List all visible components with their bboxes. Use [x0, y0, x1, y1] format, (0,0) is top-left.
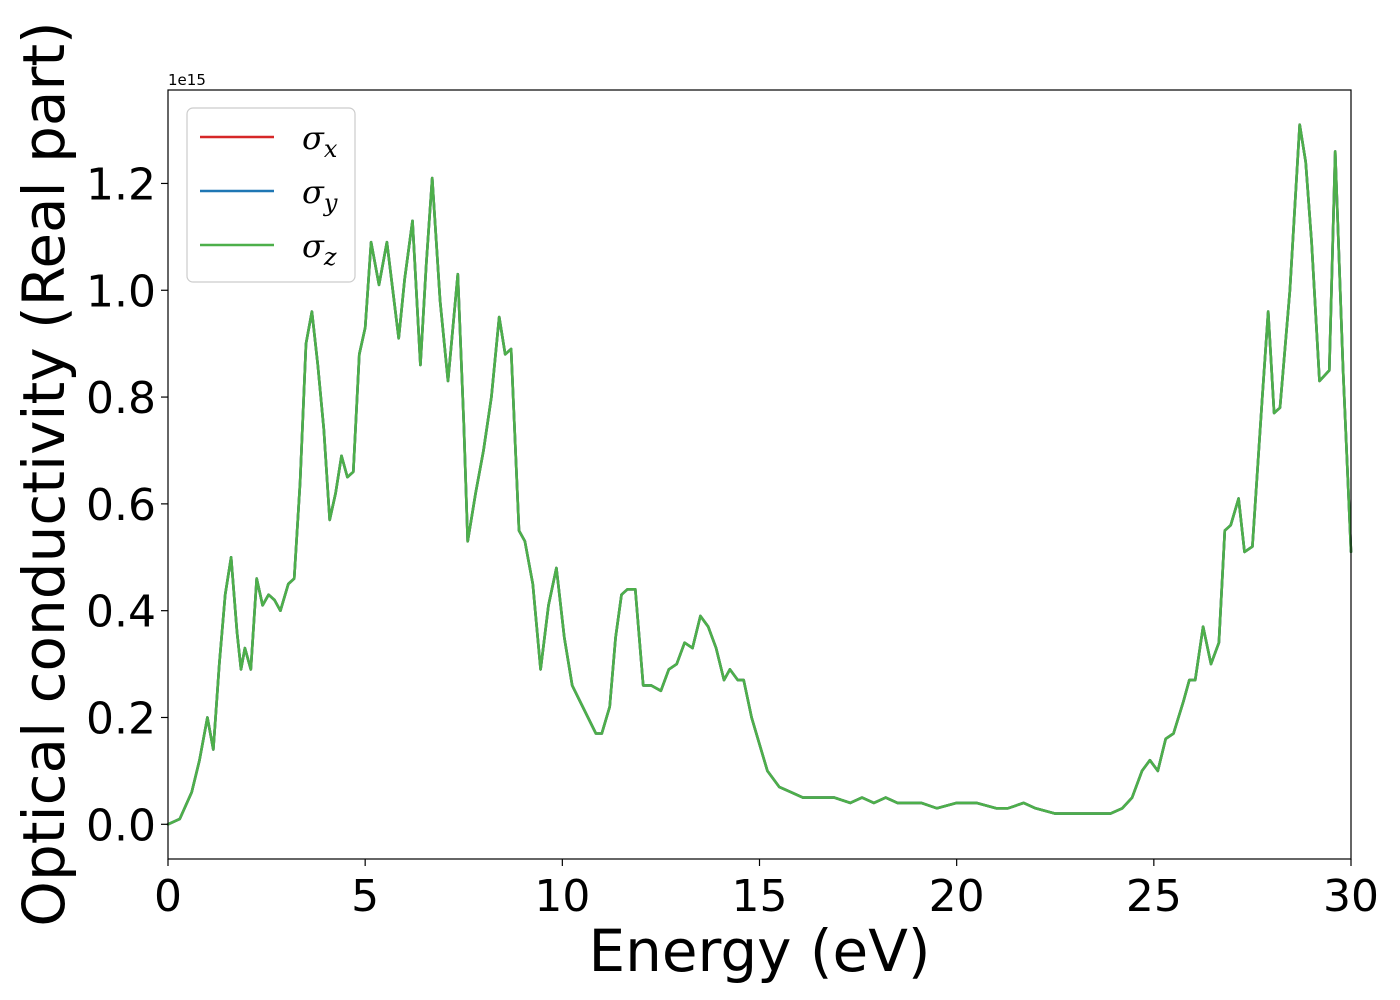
y-offset-label: 1e15 [168, 71, 206, 89]
y-tick-label: 0.8 [86, 373, 156, 424]
y-tick-label: 1.2 [86, 159, 156, 210]
y-tick-label: 1.0 [86, 266, 156, 317]
series-line-z [166, 123, 1353, 826]
x-tick-label: 20 [929, 871, 985, 922]
x-tick-label: 0 [154, 871, 182, 922]
series-lines [166, 123, 1353, 826]
legend: σx σy σz [186, 107, 356, 283]
legend-label-x: σx [302, 119, 338, 163]
y-tick-label: 0.2 [86, 693, 156, 744]
y-tick-label: 0.6 [86, 480, 156, 531]
legend-label-z: σz [302, 227, 337, 271]
legend-box [186, 107, 356, 283]
y-tick-label: 0.0 [86, 800, 156, 851]
legend-label-y: σy [302, 173, 338, 217]
y-axis-title: Optical conductivity (Real part) [10, 21, 78, 926]
x-tick-label: 15 [732, 871, 788, 922]
x-tick-label: 25 [1126, 871, 1182, 922]
y-axis-ticks: 0.0 0.2 0.4 0.6 0.8 1.0 1.2 [86, 159, 168, 851]
x-axis-title: Energy (eV) [588, 917, 930, 985]
x-tick-label: 30 [1323, 871, 1379, 922]
plot-background [168, 90, 1351, 859]
x-tick-label: 10 [534, 871, 590, 922]
x-axis-ticks: 0 5 10 15 20 25 30 [154, 859, 1379, 922]
y-tick-label: 0.4 [86, 587, 156, 638]
x-tick-label: 5 [351, 871, 379, 922]
